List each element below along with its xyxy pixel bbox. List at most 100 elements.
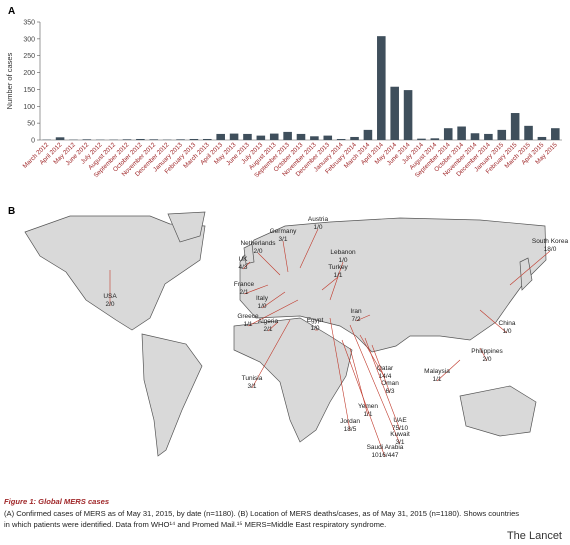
south-america xyxy=(141,333,203,457)
bar xyxy=(484,133,493,140)
leader-line xyxy=(282,240,289,273)
country-name: Netherlands xyxy=(240,240,276,247)
japan xyxy=(519,257,533,291)
leader-line xyxy=(341,339,386,458)
country-count: 75/10 xyxy=(392,425,409,432)
bar xyxy=(323,135,333,140)
leader-line xyxy=(242,261,251,270)
leader-line xyxy=(247,299,299,327)
bar xyxy=(122,139,132,140)
country-name: Yemen xyxy=(358,403,378,410)
leader-line xyxy=(329,261,344,301)
leader-line xyxy=(479,347,488,362)
country-count: 3/1 xyxy=(395,439,404,446)
bar xyxy=(403,90,413,140)
world-map xyxy=(24,211,547,457)
leader-line xyxy=(371,344,391,394)
bar xyxy=(377,36,386,140)
leader-line xyxy=(355,314,371,322)
bar xyxy=(283,131,292,140)
y-tick-label: 0 xyxy=(31,138,35,145)
y-tick-label: 200 xyxy=(23,70,35,77)
bar xyxy=(443,128,453,140)
country-name: UAE xyxy=(393,417,407,424)
bar xyxy=(390,86,399,140)
country-count: 14/4 xyxy=(379,373,392,380)
country-count: 2/1 xyxy=(239,289,248,296)
y-tick-label: 350 xyxy=(23,20,35,27)
country-count: 2/0 xyxy=(482,356,491,363)
country-count: 3/1 xyxy=(247,383,256,390)
australia xyxy=(459,385,537,437)
country-name: Egypt xyxy=(307,317,324,324)
leader-line xyxy=(509,250,551,286)
bar xyxy=(149,139,159,140)
caption-title: Figure 1: Global MERS cases xyxy=(4,497,110,506)
country-name: Qatar xyxy=(377,365,394,372)
country-name: Jordan xyxy=(340,418,360,425)
bar xyxy=(203,138,212,140)
country-count: 1/0 xyxy=(313,224,322,231)
y-axis-label: Number of cases xyxy=(5,52,14,109)
panel-label: B xyxy=(8,206,15,217)
leader-line xyxy=(349,347,369,417)
leader-line xyxy=(267,321,279,332)
country-count: 18/5 xyxy=(344,426,357,433)
bar xyxy=(537,136,547,140)
country-count: 1/0 xyxy=(257,303,266,310)
country-name: UK xyxy=(238,256,248,263)
country-count: 1/0 xyxy=(338,257,347,264)
country-count: 2/0 xyxy=(105,301,114,308)
country-name: Greece xyxy=(237,313,259,320)
country-name: Kuwait xyxy=(390,431,410,438)
leader-line xyxy=(359,334,386,379)
country-name: Lebanon xyxy=(330,249,356,256)
country-name: Turkey xyxy=(328,264,348,271)
leader-line xyxy=(364,337,401,431)
country-count: 2/1 xyxy=(263,326,272,333)
bar xyxy=(510,113,520,140)
north-america xyxy=(24,215,206,331)
y-tick-label: 150 xyxy=(23,87,35,94)
bar xyxy=(457,126,466,140)
country-name: Saudi Arabia xyxy=(367,444,404,451)
bar xyxy=(216,133,225,140)
bar xyxy=(497,129,507,140)
country-count: 6/3 xyxy=(385,388,394,395)
bar xyxy=(82,139,92,140)
bar xyxy=(551,128,560,140)
country-count: 4/3 xyxy=(238,264,247,271)
country-name: South Korea xyxy=(532,238,569,245)
country-count: 2/0 xyxy=(253,248,262,255)
source: The Lancet xyxy=(506,530,562,542)
country-name: Oman xyxy=(381,380,399,387)
bar xyxy=(363,129,373,140)
bar xyxy=(296,133,306,140)
country-count: 18/0 xyxy=(544,246,557,253)
bar xyxy=(229,133,239,140)
country-count: 7/2 xyxy=(351,316,360,323)
bar xyxy=(470,133,480,140)
country-count: 1/1 xyxy=(333,272,342,279)
y-tick-label: 100 xyxy=(23,104,35,111)
bar xyxy=(310,136,319,140)
leader-line xyxy=(349,324,401,445)
country-name: Italy xyxy=(256,295,269,302)
leader-line xyxy=(321,276,339,291)
country-name: France xyxy=(234,281,255,288)
country-name: Austria xyxy=(308,216,329,223)
leader-line xyxy=(329,317,351,432)
country-count: 3/1 xyxy=(278,236,287,243)
bar xyxy=(243,133,252,140)
leader-line xyxy=(436,359,461,382)
figure: A B Number of cases 0 50 100 150 200 250 300 350… xyxy=(5,6,569,459)
leader-line xyxy=(251,319,291,389)
leader-line xyxy=(261,291,286,309)
country-name: Malaysia xyxy=(424,368,450,375)
country-name: Philippines xyxy=(471,348,503,355)
country-count: 1/1 xyxy=(243,321,252,328)
greenland xyxy=(167,211,206,243)
africa xyxy=(233,317,353,443)
country-name: USA xyxy=(103,293,117,300)
leader-line xyxy=(479,309,508,334)
